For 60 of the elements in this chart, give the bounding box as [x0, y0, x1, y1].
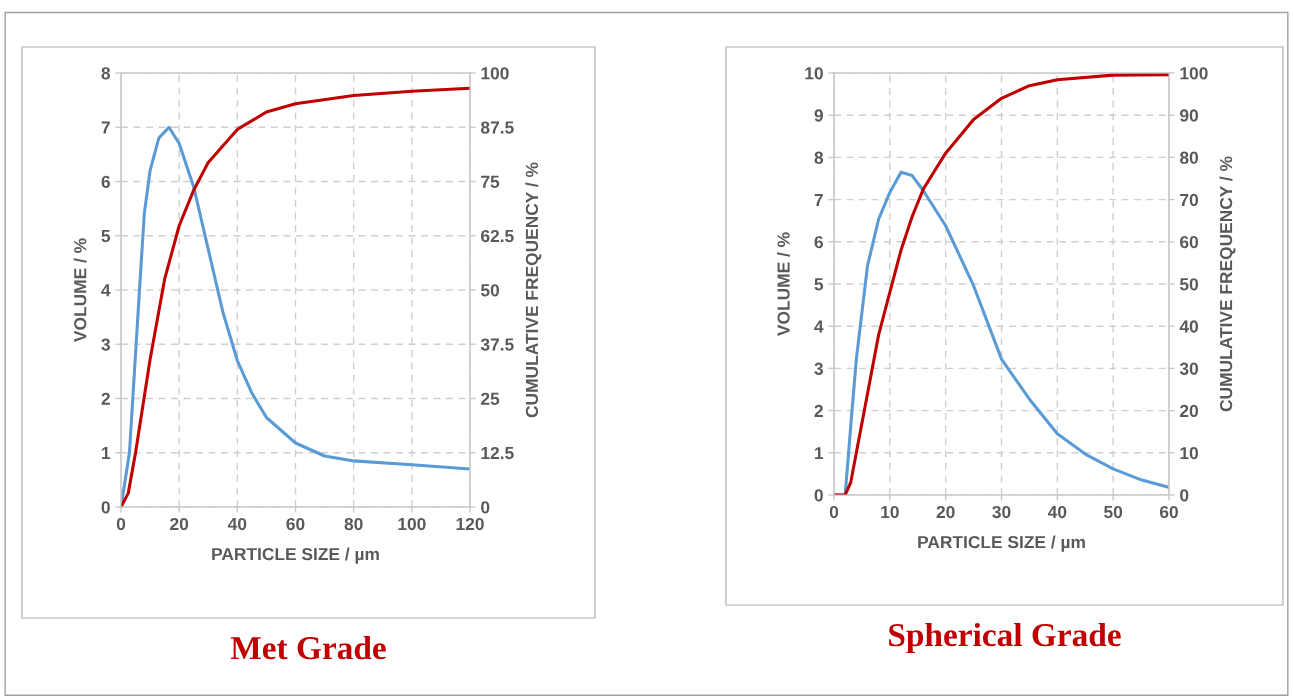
y-tick-label: 1 — [815, 447, 824, 460]
y-tick-label: 9 — [814, 109, 823, 122]
y2-axis-title: CUMULATIVE FREQUENCY / % — [1219, 156, 1236, 412]
text: Met Grade — [230, 635, 386, 660]
y-tick-label: 6 — [101, 175, 110, 188]
y-tick-label: 6 — [814, 235, 823, 249]
x-tick-label: 30 — [992, 505, 1011, 519]
x-tick-label: 50 — [1104, 505, 1123, 519]
y-tick-label: 7 — [101, 121, 110, 134]
y2-tick-label: 100 — [481, 67, 509, 80]
y2-axis-title: CUMULATIVE FREQUENCY / % — [525, 162, 542, 418]
y2-tick-label: 70 — [1180, 193, 1199, 207]
y2-tick-label: 80 — [1179, 151, 1199, 164]
x-tick-label: 60 — [286, 517, 305, 531]
y-axis-title: VOLUME / % — [776, 232, 790, 336]
x-tick-label: 40 — [227, 517, 247, 531]
y-axis-title: VOLUME / % — [73, 238, 87, 342]
y2-tick-label: 25 — [481, 392, 500, 405]
y2-tick-label: 50 — [480, 284, 500, 297]
y2-tick-label: 90 — [1180, 109, 1199, 122]
y-tick-label: 4 — [101, 284, 111, 297]
x-tick-label: 20 — [936, 505, 955, 519]
y2-tick-label: 75 — [481, 175, 500, 188]
y2-tick-label: 0 — [1180, 489, 1189, 502]
y-tick-label: 5 — [814, 278, 824, 291]
x-tick-label: 0 — [116, 517, 126, 531]
y-tick-label: 8 — [101, 67, 111, 80]
y2-tick-label: 87.5 — [480, 121, 514, 134]
y2-tick-label: 37.5 — [480, 338, 514, 351]
x-tick-label: 10 — [881, 505, 899, 519]
y-tick-label: 10 — [805, 67, 823, 80]
y2-tick-label: 60 — [1180, 235, 1199, 249]
x-tick-label: 40 — [1047, 505, 1067, 519]
x-tick-label: 80 — [344, 517, 363, 531]
y2-tick-label: 100 — [1180, 67, 1208, 80]
text: Spherical Grade — [889, 622, 1121, 654]
y-tick-label: 0 — [814, 489, 823, 502]
x-tick-label: 20 — [170, 517, 189, 531]
x-tick-label: 0 — [829, 505, 839, 519]
y-tick-label: 5 — [101, 230, 111, 243]
x-axis-title: PARTICLE SIZE / µm — [212, 547, 379, 564]
y2-tick-label: 62.5 — [481, 229, 514, 243]
y2-tick-label: 50 — [1179, 278, 1199, 291]
y-tick-label: 3 — [101, 338, 110, 351]
x-tick-label: 100 — [398, 517, 426, 531]
x-tick-label: 120 — [456, 517, 484, 531]
y-tick-label: 1 — [102, 447, 111, 460]
y2-tick-label: 10 — [1180, 446, 1199, 460]
x-axis-title: PARTICLE SIZE / µm — [918, 535, 1085, 552]
y-tick-label: 2 — [101, 392, 110, 405]
y2-tick-label: 20 — [1180, 404, 1199, 418]
y-tick-label: 3 — [814, 362, 823, 375]
y-tick-label: 4 — [814, 320, 824, 333]
y-tick-label: 2 — [814, 404, 823, 417]
y-tick-label: 7 — [814, 193, 823, 206]
y-tick-label: 8 — [814, 151, 824, 164]
y2-tick-label: 30 — [1179, 362, 1199, 375]
x-tick-label: 60 — [1159, 505, 1178, 519]
y2-tick-label: 12.5 — [481, 446, 514, 460]
y2-tick-label: 40 — [1179, 320, 1199, 333]
